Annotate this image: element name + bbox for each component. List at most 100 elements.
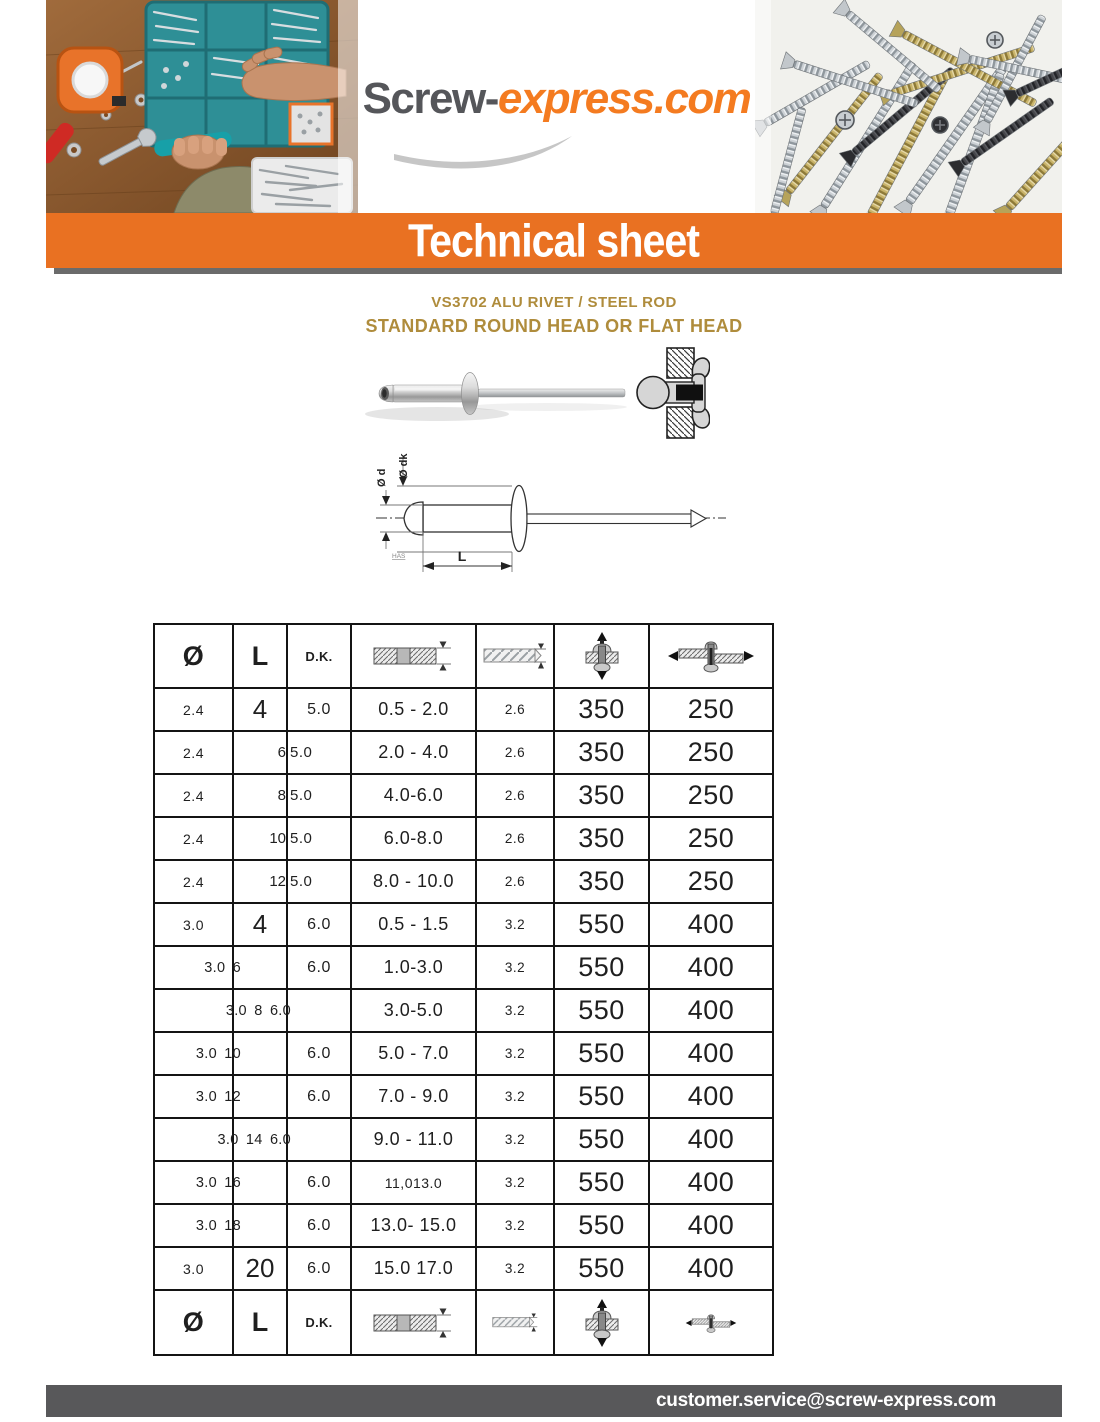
cell-diameter: 2.4 (155, 818, 234, 859)
cell-shear: 400 (687, 1253, 735, 1283)
contact-footer-bar: customer.service@screw-express.com (46, 1385, 1062, 1417)
cell-diameter (155, 1076, 234, 1117)
logo: Screw-express.com (358, 74, 755, 124)
cell-grip-range: 4.0-6.0 (352, 775, 477, 816)
screw-tray (251, 157, 353, 213)
logo-text-primary: Screw- (362, 74, 500, 123)
table-footer-row: Ø L D.K. (155, 1291, 772, 1354)
cell-length: 6 (234, 732, 288, 773)
cell-diameter: 2.4 (155, 861, 234, 902)
cell-diameter (155, 1205, 234, 1246)
header-drill (477, 625, 555, 687)
table-row: 2.4 6 5.0 2.0 - 4.0 2.6 350 250 (155, 732, 772, 775)
drawing-has-label: HAS (392, 553, 406, 560)
cell-dk: 6.0 (288, 1033, 352, 1074)
cell-diameter (155, 947, 234, 988)
header-grip (352, 625, 477, 687)
table-row: 3.0 14 6.0 9.0 - 11.0 3.2 550 400 (155, 1119, 772, 1162)
cell-grip-range: 0.5 - 1.5 (352, 904, 477, 945)
dimension-dk-label: Ø dk (398, 453, 410, 478)
footer-drill (477, 1291, 555, 1354)
cell-diameter: 3.0 (155, 1248, 234, 1289)
cell-grip-range: 5.0 - 7.0 (352, 1033, 477, 1074)
cell-shear: 400 (687, 952, 735, 982)
cell-length (234, 1076, 288, 1117)
cell-drill-diameter: 2.6 (477, 732, 555, 773)
cell-length (234, 947, 288, 988)
cell-length (234, 990, 288, 1031)
tensile-strength-icon (585, 1298, 618, 1347)
header-dk: D.K. (288, 625, 352, 687)
cell-shear: 400 (687, 909, 735, 939)
product-code-title: VS3702 ALU RIVET / STEEL ROD (431, 294, 677, 311)
cell-grip-range: 3.0-5.0 (352, 990, 477, 1031)
cell-tensile: 350 (555, 689, 650, 730)
drill-hole-diameter-icon (492, 1313, 538, 1332)
grip-range-icon (373, 1308, 451, 1337)
cell-dk: 5.0 (288, 689, 352, 730)
cell-diameter: 2.4 (155, 689, 234, 730)
cell-tensile: 550 (555, 1076, 650, 1117)
table-row: 3.0 8 6.0 3.0-5.0 3.2 550 400 (155, 990, 772, 1033)
organizer-box (144, 0, 330, 148)
cell-length: 12 (234, 861, 288, 902)
cell-tensile: 550 (555, 1205, 650, 1246)
logo-swoosh (394, 136, 572, 169)
table-row: 3.0 20 6.0 15.0 17.0 3.2 550 400 (155, 1248, 772, 1291)
cell-length (234, 1162, 288, 1203)
cell-shear: 400 (687, 1038, 735, 1068)
table-row: 3.0 12 6.0 7.0 - 9.0 3.2 550 400 (155, 1076, 772, 1119)
cell-tensile: 350 (555, 861, 650, 902)
footer-length: L (234, 1291, 288, 1354)
cell-dk: 5.0 (288, 732, 352, 773)
cell-drill-diameter: 3.2 (477, 1248, 555, 1289)
header-tensile (555, 625, 650, 687)
cell-drill-diameter: 2.6 (477, 818, 555, 859)
table-row: 2.4 8 5.0 4.0-6.0 2.6 350 250 (155, 775, 772, 818)
cell-dk: 5.0 (288, 861, 352, 902)
footer-diameter: Ø (155, 1291, 234, 1354)
cell-diameter: 3.0 (155, 904, 234, 945)
rivet-cross-section (636, 347, 710, 439)
cell-dk: 6.0 (288, 947, 352, 988)
cell-drill-diameter: 3.2 (477, 904, 555, 945)
table-row: 3.0 4 6.0 0.5 - 1.5 3.2 550 400 (155, 904, 772, 947)
cell-tensile: 550 (555, 990, 650, 1031)
cell-tensile: 550 (555, 1162, 650, 1203)
cell-length: 10 (234, 818, 288, 859)
cell-grip-range: 6.0-8.0 (352, 818, 477, 859)
header-diameter: Ø (155, 625, 234, 687)
cell-length: 4 (234, 904, 288, 945)
cell-tensile: 550 (555, 1248, 650, 1289)
banner-title: Technical sheet (408, 214, 700, 266)
cell-length: 4 (234, 689, 288, 730)
cell-drill-diameter: 2.6 (477, 775, 555, 816)
cell-diameter (155, 1033, 234, 1074)
rivet-dimension-drawing: Ø dk Ø d L HAS (376, 453, 726, 572)
cell-shear: 250 (687, 737, 735, 767)
cell-drill-diameter: 2.6 (477, 689, 555, 730)
cell-dk: 6.0 (288, 1248, 352, 1289)
cell-dk: 6.0 (288, 1076, 352, 1117)
customer-service-email-link[interactable]: customer.service@screw-express.com (656, 1390, 996, 1411)
cell-tensile: 550 (555, 904, 650, 945)
rivet-photo (365, 372, 627, 421)
tape-measure (56, 46, 126, 114)
table-header-row: Ø L D.K. (155, 625, 772, 689)
cell-diameter (155, 990, 234, 1031)
logo-text-secondary: express.com (497, 74, 752, 123)
cell-length: 20 (234, 1248, 288, 1289)
cell-dk (288, 990, 352, 1031)
cell-length (234, 1205, 288, 1246)
cell-grip-range: 15.0 17.0 (352, 1248, 477, 1289)
cell-grip-range: 13.0- 15.0 (352, 1205, 477, 1246)
cell-tensile: 550 (555, 1033, 650, 1074)
cell-diameter (155, 1119, 234, 1160)
logo-area: Screw-express.com (358, 0, 755, 213)
cell-drill-diameter: 3.2 (477, 1033, 555, 1074)
shear-strength-icon (685, 1313, 737, 1333)
cell-shear: 250 (687, 823, 735, 853)
footer-grip (352, 1291, 477, 1354)
footer-tensile (555, 1291, 650, 1354)
